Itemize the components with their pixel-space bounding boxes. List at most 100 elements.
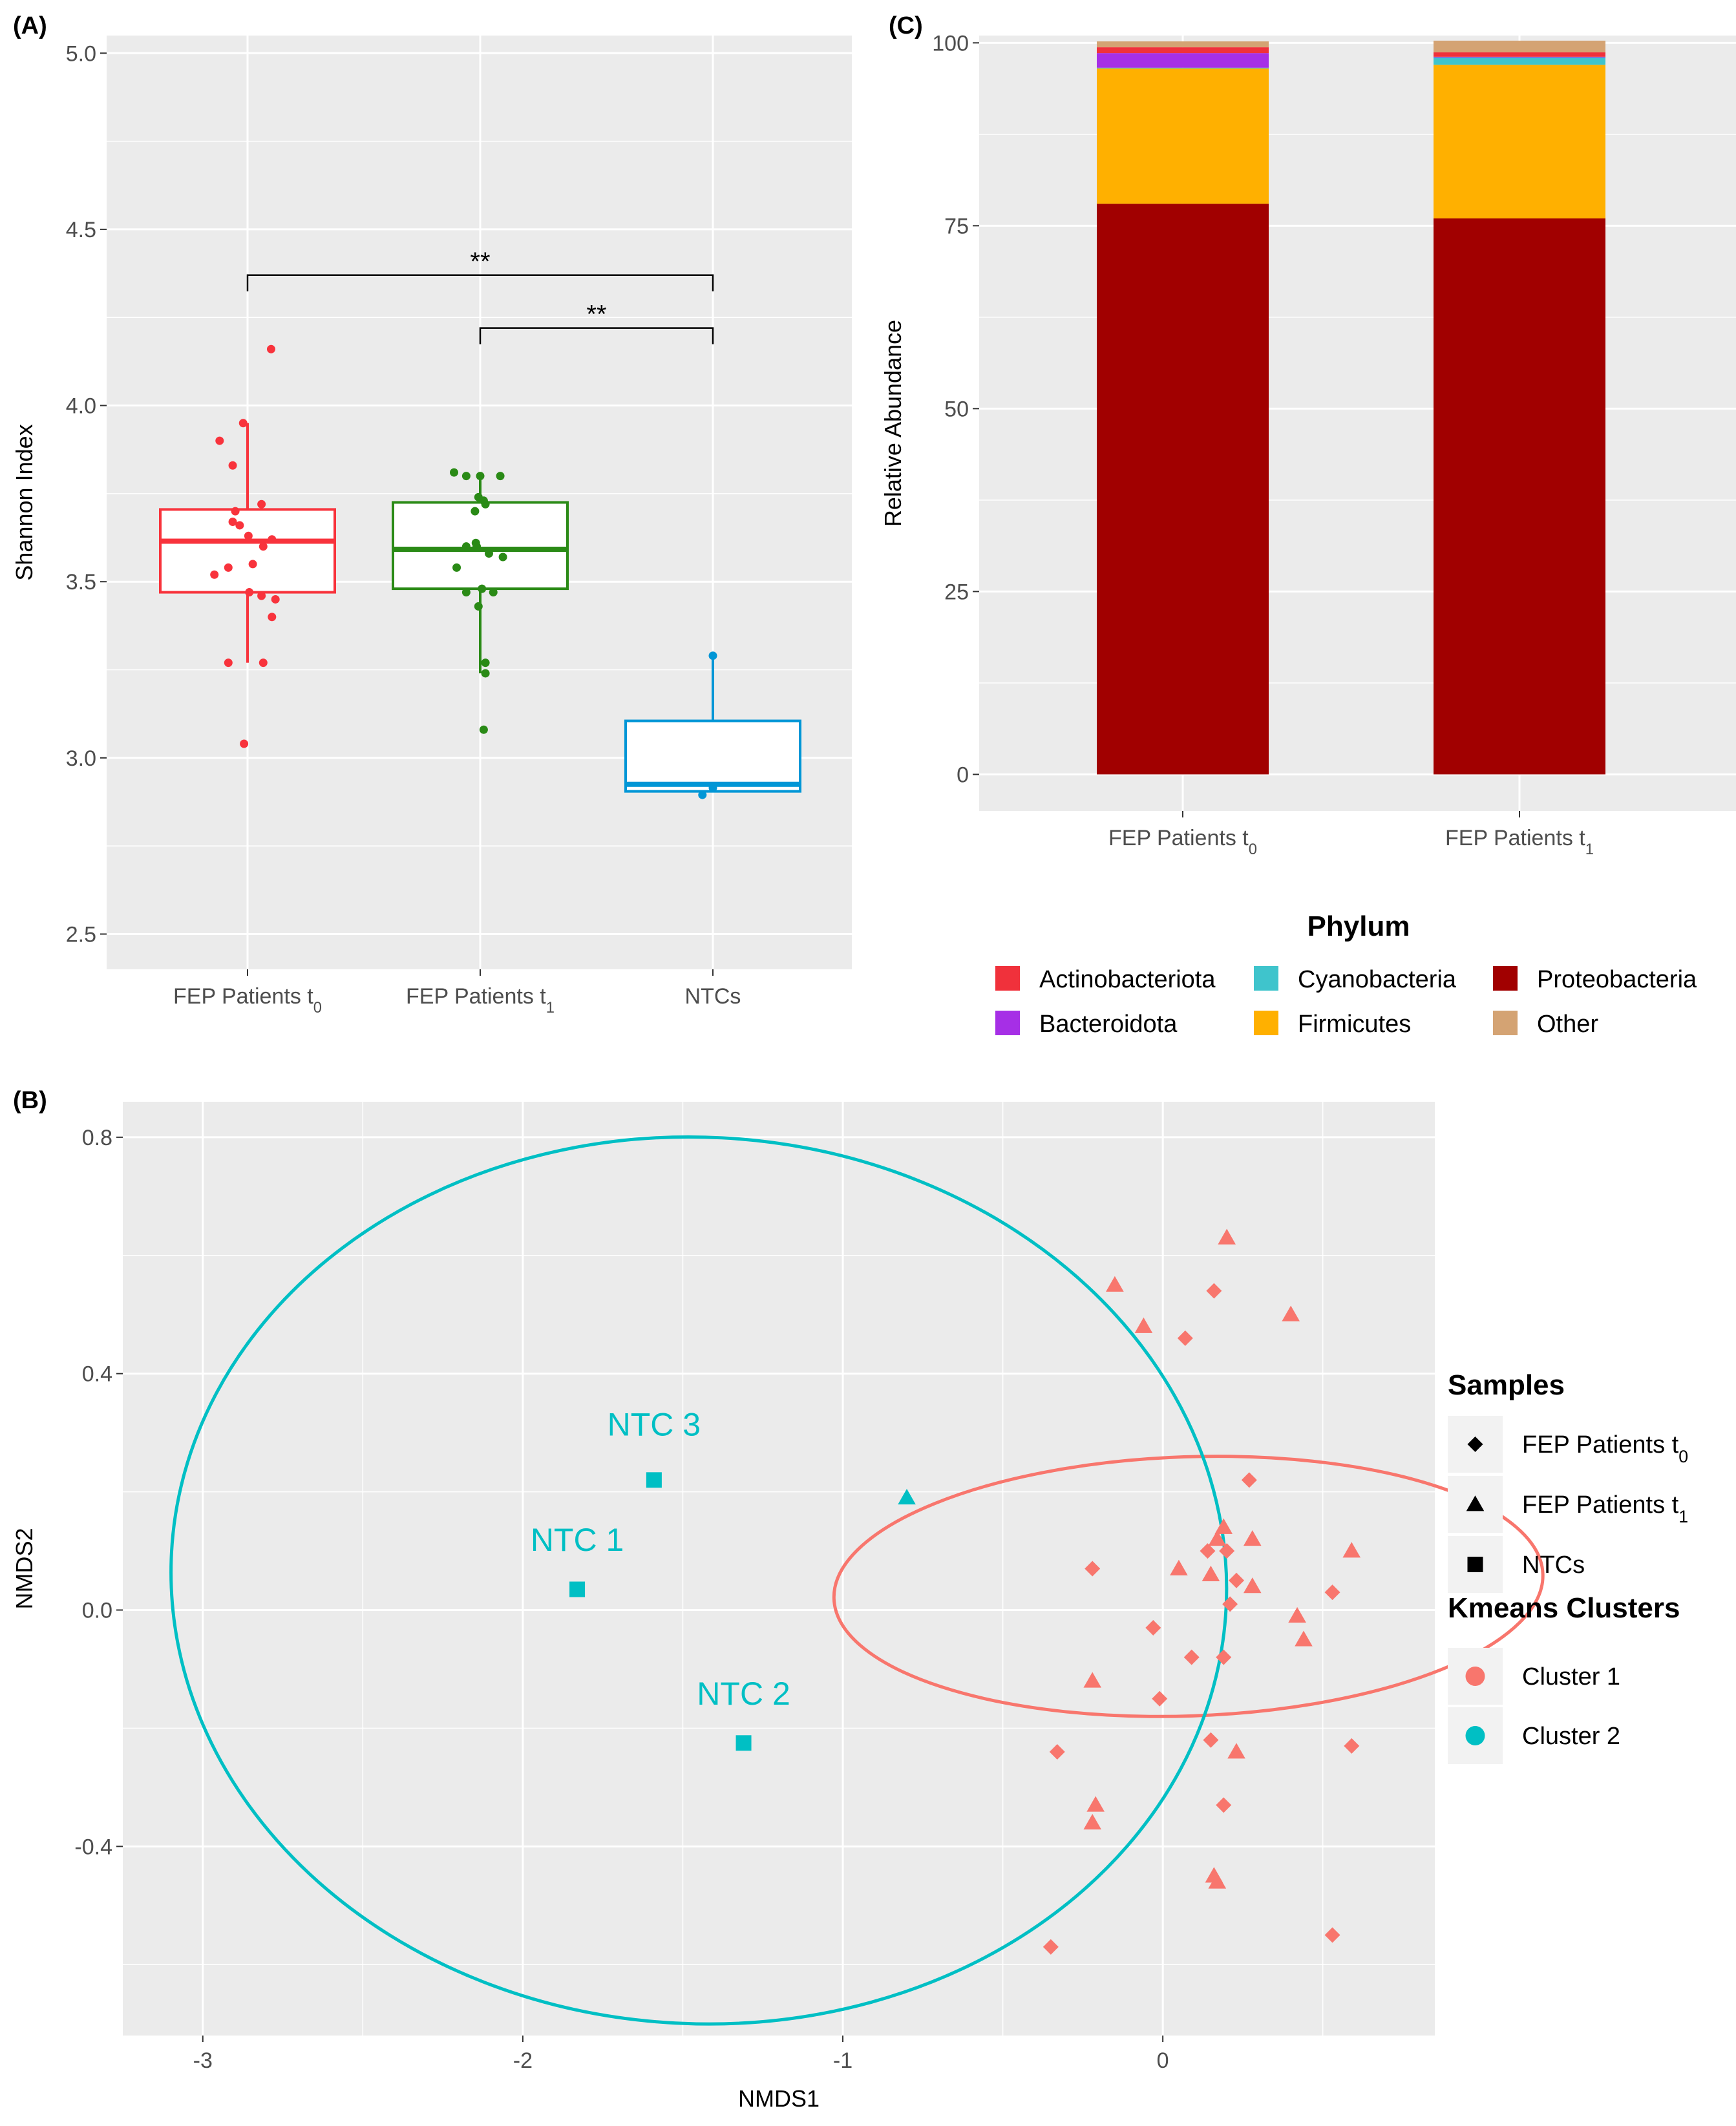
data-point [257, 500, 266, 509]
x-tick-label-main: NTCs [685, 984, 741, 1009]
x-tick-label-sub: 0 [313, 999, 322, 1016]
data-point [228, 461, 237, 470]
significance-bracket [479, 327, 714, 344]
panel-b-label: (B) [13, 1087, 47, 1114]
data-point [235, 521, 244, 530]
legend-label: Other [1537, 1011, 1598, 1038]
x-tick-label: FEP Patients t0 [173, 984, 322, 1016]
x-tick-label-sub: 1 [1585, 841, 1594, 858]
scatter-point-triangle [1083, 1813, 1102, 1830]
legend-label: Actinobacteriota [1039, 966, 1216, 993]
x-tick-label-sub: 1 [546, 999, 555, 1016]
data-point [224, 658, 233, 668]
scatter-point-square [736, 1735, 752, 1751]
scatter-point-triangle [1342, 1542, 1361, 1558]
legend-label: Cluster 1 [1522, 1663, 1620, 1690]
scatter-point-triangle [1208, 1530, 1227, 1546]
legend-label-main: FEP Patients t [1522, 1431, 1679, 1458]
significance-bracket [246, 274, 714, 291]
ntc-annotation: NTC 3 [608, 1407, 701, 1443]
legend-key-triangle [1466, 1495, 1485, 1511]
bar-segment-firmicutes [1434, 65, 1605, 219]
y-tick-label: 25 [944, 580, 969, 604]
significance-label: ** [470, 247, 490, 276]
data-point [224, 563, 233, 572]
data-point [271, 595, 280, 604]
data-point [481, 500, 490, 509]
legend-label: NTCs [1522, 1552, 1585, 1579]
data-point [461, 588, 471, 597]
stacked-bar [1097, 41, 1269, 775]
panel-b-y-title: NMDS2 [11, 1528, 37, 1609]
y-tick-label: 75 [944, 214, 969, 238]
data-point [485, 549, 493, 558]
data-point [498, 553, 507, 562]
data-point [228, 517, 237, 526]
scatter-point-diamond [1219, 1543, 1235, 1559]
legend-label-main: NTCs [1522, 1552, 1585, 1579]
x-tick-label: FEP Patients t1 [1445, 826, 1594, 858]
scatter-point-diamond [1324, 1927, 1340, 1943]
data-point [471, 507, 480, 516]
box-group [624, 651, 801, 799]
y-tick-label: 0.0 [82, 1599, 112, 1623]
scatter-point-triangle [1086, 1796, 1105, 1812]
legend-label: Firmicutes [1298, 1011, 1411, 1038]
bar-segment-other [1097, 41, 1269, 48]
panel-b-plot-bg [123, 1102, 1435, 2036]
bar-segment-actinobacteriota [1097, 47, 1269, 54]
x-tick-label: FEP Patients t0 [1108, 826, 1257, 858]
data-point [452, 563, 461, 572]
data-point [268, 535, 277, 544]
bar-segment-firmicutes [1097, 68, 1269, 204]
scatter-point-triangle [1214, 1518, 1233, 1534]
y-tick-label: 2.5 [66, 922, 96, 947]
ntc-annotation: NTC 1 [531, 1522, 624, 1558]
scatter-point-triangle [1227, 1743, 1245, 1759]
y-tick-label: 3.0 [66, 746, 96, 771]
scatter-point-triangle [1243, 1577, 1262, 1594]
legend-key [995, 966, 1020, 991]
x-tick-label-main: FEP Patients t [406, 984, 546, 1009]
legend-label: Cluster 2 [1522, 1723, 1620, 1750]
panel-b-grid [123, 1102, 1435, 2036]
legend-key-diamond [1467, 1437, 1483, 1452]
data-point [268, 613, 277, 622]
significance-label: ** [586, 300, 606, 329]
data-point [248, 560, 257, 569]
y-tick-label: 50 [944, 397, 969, 421]
ntc-annotation: NTC 2 [697, 1676, 790, 1712]
data-point [476, 472, 485, 481]
x-tick-label-main: FEP Patients t [1108, 826, 1249, 850]
legend-key [1254, 966, 1278, 991]
data-point [231, 507, 240, 516]
panel-b: (B) NTC 3 NTC 1 NTC 2 -3 -2 -1 0 -0.4 0.0 0.4 0.8 NM… [11, 1087, 1688, 2112]
panel-a-y-title: Shannon Index [11, 424, 37, 580]
bar-segment-cyanobacteria [1434, 57, 1605, 65]
scatter-point-diamond [1145, 1619, 1161, 1636]
y-tick-label: 0.4 [82, 1362, 112, 1387]
scatter-point-diamond [1229, 1572, 1245, 1588]
scatter-point-diamond [1085, 1561, 1101, 1577]
cluster-ellipse [832, 1455, 1545, 1718]
x-tick-label: 0 [1157, 2048, 1169, 2073]
legend-key [1493, 1011, 1518, 1035]
legend-label: FEP Patients t0 [1522, 1431, 1688, 1466]
scatter-point-triangle [1083, 1672, 1102, 1688]
x-tick-label: NTCs [685, 984, 741, 1009]
data-point [257, 591, 266, 600]
data-point [215, 436, 224, 445]
scatter-point-diamond [1183, 1649, 1200, 1665]
box-group [392, 468, 569, 734]
y-tick-label: 100 [932, 31, 969, 56]
legend-label: Cyanobacteria [1298, 966, 1457, 993]
data-point [708, 783, 717, 792]
panel-a-label: (A) [13, 12, 47, 39]
legend-label: FEP Patients t1 [1522, 1491, 1688, 1526]
scatter-point-diamond [1344, 1738, 1360, 1754]
data-point [244, 531, 253, 540]
scatter-point-diamond [1152, 1690, 1168, 1707]
scatter-point-diamond [1043, 1939, 1059, 1955]
